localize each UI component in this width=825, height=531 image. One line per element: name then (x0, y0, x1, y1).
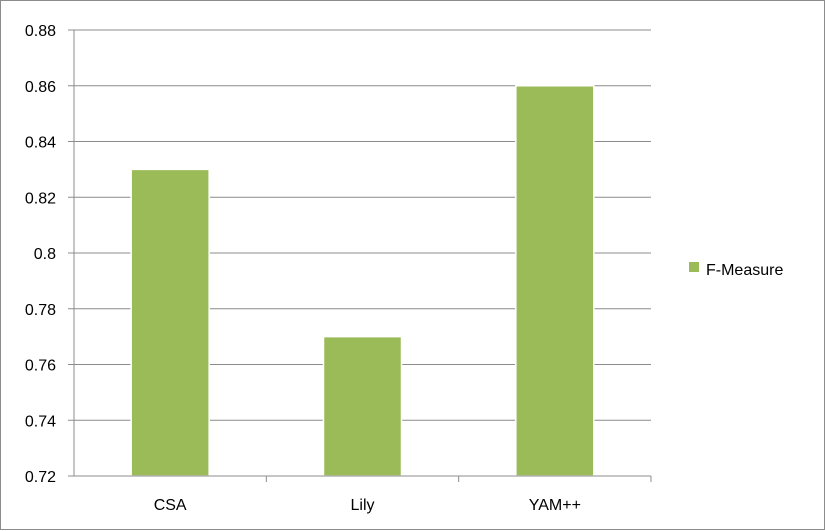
legend: F-Measure (689, 262, 783, 279)
x-axis-ticks: CSA Lily YAM++ (154, 497, 581, 514)
x-tick-label: Lily (350, 497, 374, 514)
y-tick-label: 0.74 (25, 413, 56, 430)
legend-label: F-Measure (706, 262, 783, 279)
y-tick-label: 0.84 (25, 135, 56, 152)
y-tick-label: 0.72 (25, 469, 56, 486)
x-tick-label: YAM++ (529, 497, 581, 514)
y-tick-label: 0.8 (34, 246, 56, 263)
y-tick-label: 0.76 (25, 358, 56, 375)
x-tick-label: CSA (154, 497, 187, 514)
axes (68, 29, 652, 482)
y-tick-label: 0.88 (25, 23, 56, 40)
bars (130, 85, 595, 477)
y-tick-label: 0.82 (25, 190, 56, 207)
y-tick-label: 0.78 (25, 302, 56, 319)
legend-swatch (689, 262, 699, 272)
bar-csa (130, 168, 210, 477)
y-axis-ticks: 0.72 0.74 0.76 0.78 0.8 0.82 0.84 0.86 0.88 (25, 23, 56, 486)
y-tick-label: 0.86 (25, 79, 56, 96)
bar-yam (515, 85, 595, 477)
bar-lily (322, 335, 403, 477)
